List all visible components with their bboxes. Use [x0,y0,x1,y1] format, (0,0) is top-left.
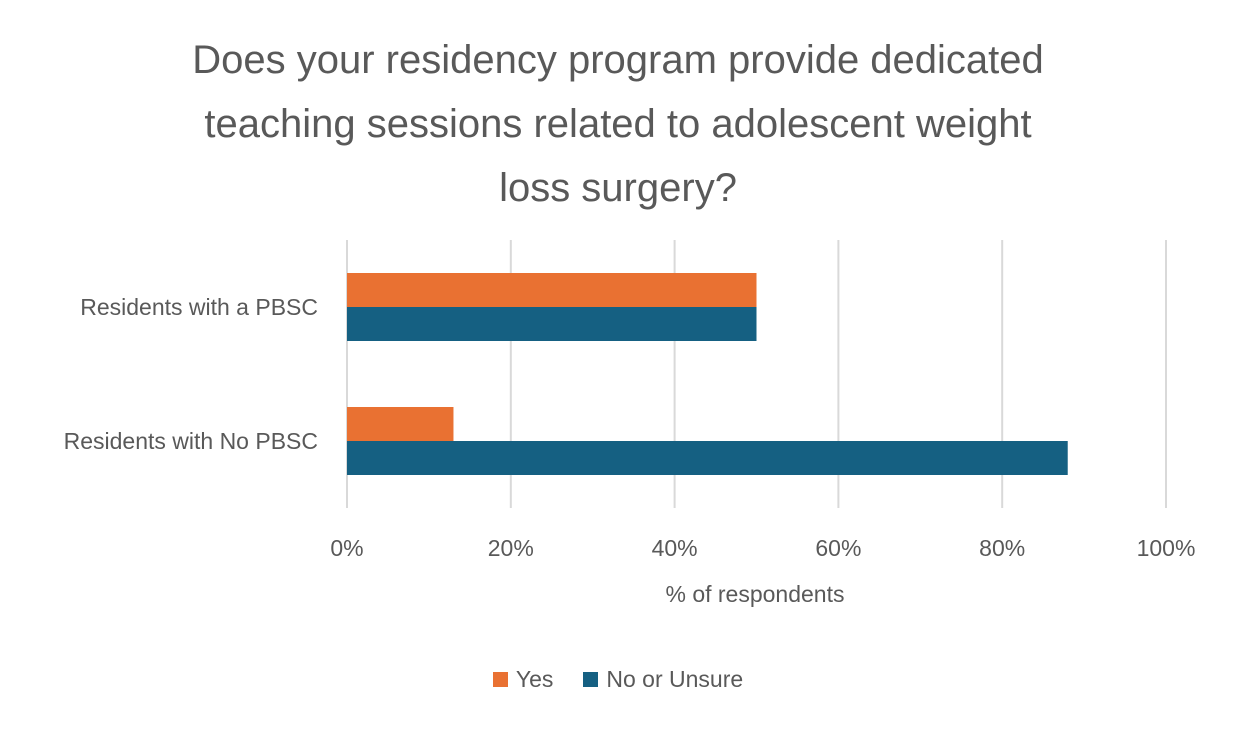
x-tick-labels: 0% 20% 40% 60% 80% 100% [330,535,1195,561]
category-label: Residents with No PBSC [64,428,318,454]
category-label: Residents with a PBSC [80,294,318,320]
legend-swatch-yes [492,672,508,687]
x-tick-label: 100% [1137,535,1196,561]
x-tick-label: 80% [979,535,1025,561]
legend-label-yes: Yes [515,666,554,692]
x-tick-label: 20% [488,535,534,561]
legend: Yes No or Unsure [0,666,1236,693]
category-labels: Residents with a PBSC Residents with No P… [64,294,318,454]
legend-item-yes: Yes [492,666,554,693]
chart-title: Does your residency program provide dedi… [118,28,1118,220]
chart-title-line-1: Does your residency program provide dedi… [192,38,1044,82]
bar [347,407,454,441]
bar [347,441,1068,475]
chart-title-line-2: teaching sessions related to adolescent … [204,102,1032,146]
legend-swatch-no-or-unsure [583,672,599,687]
legend-item-no-or-unsure: No or Unsure [583,666,743,693]
x-axis-label: % of respondents [665,581,844,607]
bars [347,273,1068,475]
legend-label-no-or-unsure: No or Unsure [606,666,744,692]
chart-title-line-3: loss surgery? [499,166,737,210]
bar [347,273,757,307]
x-tick-label: 60% [815,535,861,561]
bar [347,307,757,341]
x-tick-label: 40% [652,535,698,561]
x-tick-label: 0% [330,535,363,561]
